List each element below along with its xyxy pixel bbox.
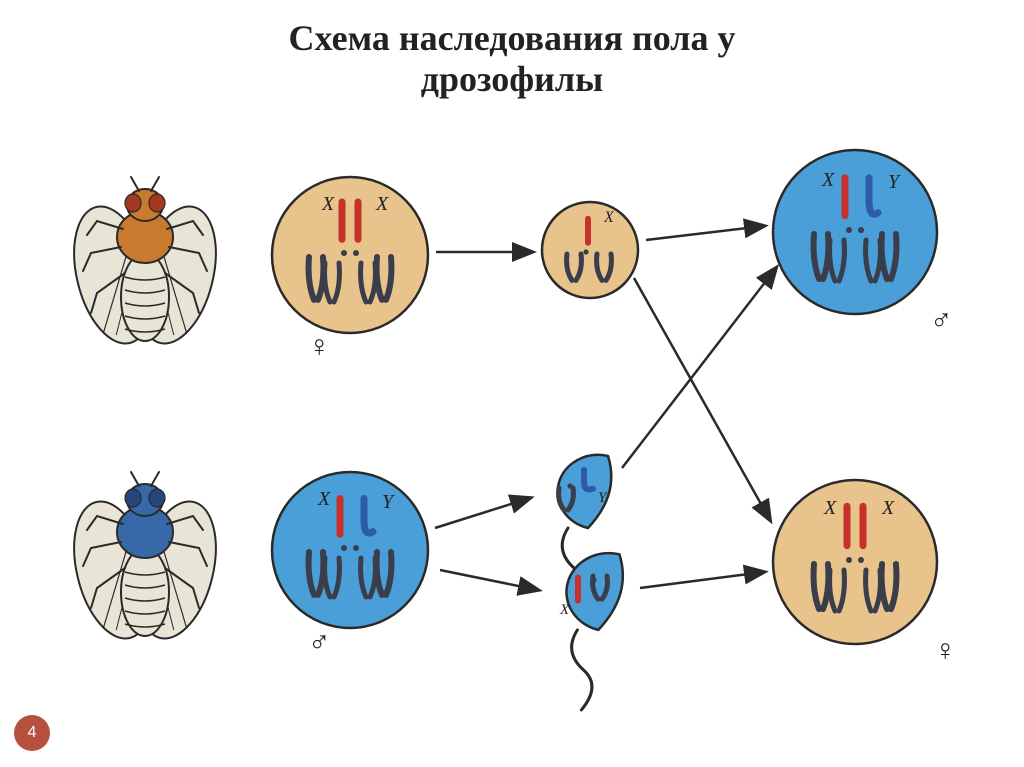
chrom-label: X xyxy=(317,488,331,510)
page-number: 4 xyxy=(28,724,37,742)
diagram-svg: XX♀XY♂XYXXY♂XX♀ xyxy=(0,0,1024,767)
cell-egg: X xyxy=(542,202,638,298)
male-symbol: ♂ xyxy=(308,626,331,659)
chrom-label: Y xyxy=(888,171,901,193)
fly-male xyxy=(61,472,229,647)
chrom-label: X xyxy=(559,602,570,618)
female-symbol: ♀ xyxy=(308,330,331,363)
cell-male_parent: X Y ♂ xyxy=(272,472,428,659)
chrom-label: X xyxy=(881,497,895,519)
fly-female xyxy=(61,177,229,352)
male-symbol: ♂ xyxy=(930,304,953,337)
chrom-label: X xyxy=(823,497,837,519)
chrom-label: X xyxy=(321,193,335,215)
female-symbol: ♀ xyxy=(934,634,957,667)
chrom-label: Y xyxy=(382,491,395,513)
cell-offspring_male: X Y ♂ xyxy=(773,150,953,337)
cell-sperm_x: X xyxy=(559,553,623,710)
chrom-label: X xyxy=(821,169,835,191)
cell-offspring_female: X X ♀ xyxy=(773,480,957,667)
cell-female_parent: X X ♀ xyxy=(272,177,428,363)
page-number-badge: 4 xyxy=(14,715,50,751)
chrom-label: X xyxy=(603,209,615,226)
chrom-label: X xyxy=(375,193,389,215)
